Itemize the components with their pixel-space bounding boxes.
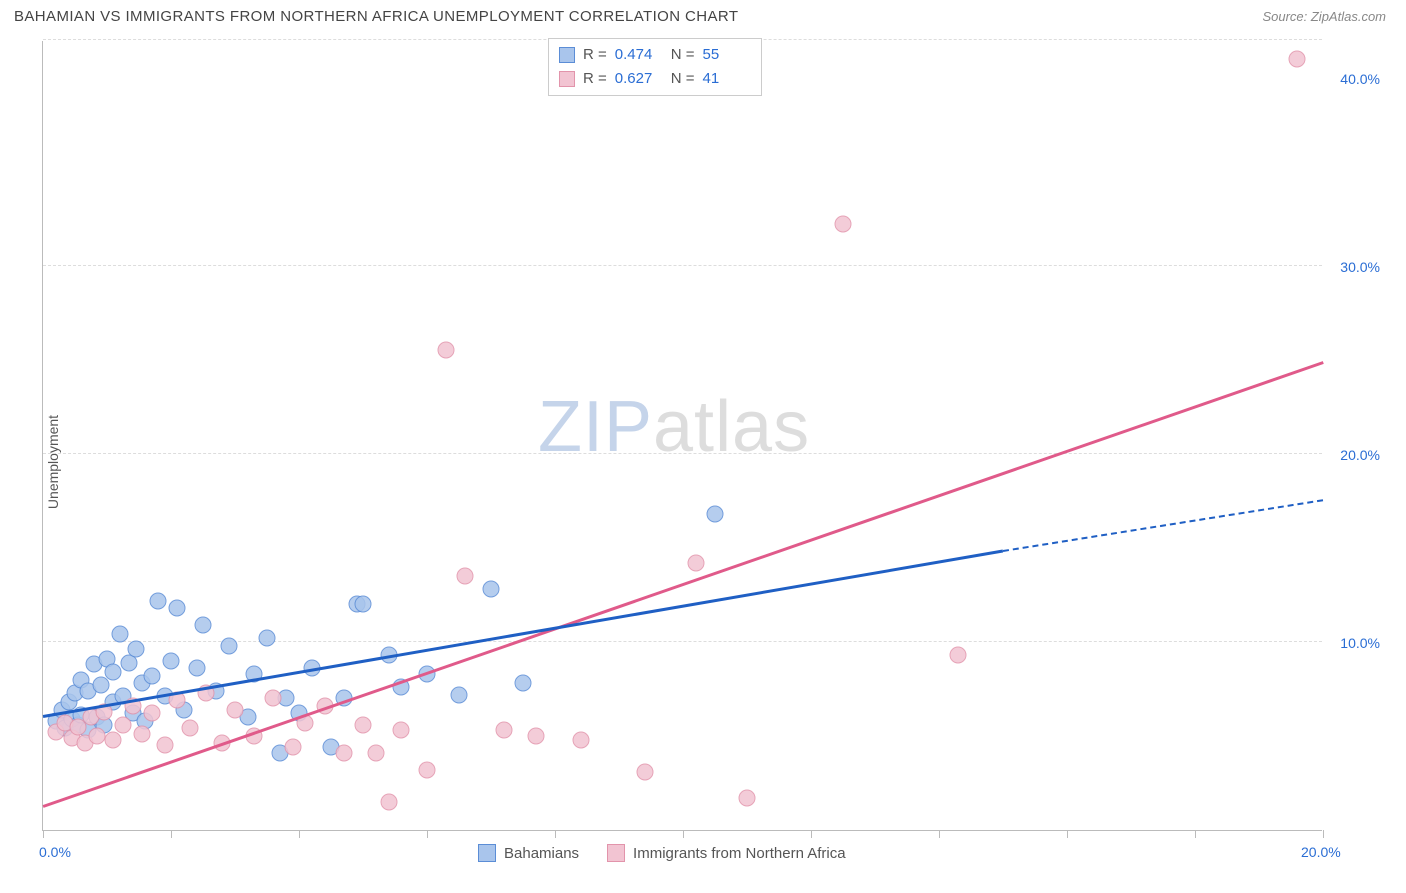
x-tick <box>1067 830 1068 838</box>
scatter-point <box>143 705 160 722</box>
scatter-point <box>739 790 756 807</box>
scatter-point <box>483 581 500 598</box>
legend-swatch <box>607 844 625 862</box>
x-tick <box>683 830 684 838</box>
x-tick-label: 20.0% <box>1301 844 1341 860</box>
r-value: 0.474 <box>615 43 663 67</box>
scatter-point <box>156 737 173 754</box>
watermark-zip: ZIP <box>538 387 653 467</box>
scatter-point <box>367 744 384 761</box>
plot-region: ZIPatlas 10.0%20.0%30.0%40.0%0.0%20.0%R … <box>42 41 1322 831</box>
scatter-point <box>495 722 512 739</box>
scatter-point <box>355 716 372 733</box>
scatter-point <box>1289 50 1306 67</box>
x-tick <box>939 830 940 838</box>
y-tick-label: 40.0% <box>1340 71 1380 87</box>
n-value: 41 <box>703 67 751 91</box>
x-tick <box>299 830 300 838</box>
n-value: 55 <box>703 43 751 67</box>
x-tick <box>811 830 812 838</box>
gridline <box>43 265 1322 266</box>
watermark: ZIPatlas <box>538 386 810 468</box>
scatter-point <box>163 652 180 669</box>
scatter-point <box>134 726 151 743</box>
x-tick <box>555 830 556 838</box>
legend-item: Bahamians <box>478 844 579 862</box>
scatter-point <box>92 677 109 694</box>
scatter-point <box>438 342 455 359</box>
legend-swatch <box>559 47 575 63</box>
trend-line <box>43 361 1324 807</box>
r-label: R = <box>583 67 607 91</box>
scatter-point <box>188 660 205 677</box>
trend-line <box>1003 499 1323 552</box>
scatter-point <box>451 686 468 703</box>
scatter-point <box>111 626 128 643</box>
scatter-point <box>515 675 532 692</box>
x-tick <box>171 830 172 838</box>
x-tick-label: 0.0% <box>39 844 71 860</box>
watermark-atlas: atlas <box>653 387 810 467</box>
scatter-point <box>182 720 199 737</box>
scatter-point <box>707 506 724 523</box>
legend-swatch <box>559 71 575 87</box>
scatter-point <box>835 216 852 233</box>
scatter-point <box>105 664 122 681</box>
y-tick-label: 30.0% <box>1340 259 1380 275</box>
legend-label: Immigrants from Northern Africa <box>633 845 846 862</box>
scatter-point <box>265 690 282 707</box>
scatter-point <box>355 596 372 613</box>
scatter-point <box>115 716 132 733</box>
scatter-point <box>335 744 352 761</box>
scatter-point <box>636 763 653 780</box>
scatter-point <box>950 647 967 664</box>
stats-row: R = 0.474 N = 55 <box>559 43 751 67</box>
x-tick <box>1323 830 1324 838</box>
scatter-point <box>227 701 244 718</box>
scatter-point <box>457 568 474 585</box>
r-label: R = <box>583 43 607 67</box>
n-label: N = <box>671 43 695 67</box>
n-label: N = <box>671 67 695 91</box>
legend-label: Bahamians <box>504 845 579 862</box>
scatter-point <box>169 600 186 617</box>
scatter-point <box>393 722 410 739</box>
source-label: Source: ZipAtlas.com <box>1262 9 1386 24</box>
x-tick <box>43 830 44 838</box>
chart-area: Unemployment ZIPatlas 10.0%20.0%30.0%40.… <box>0 31 1406 893</box>
scatter-point <box>284 739 301 756</box>
chart-title: BAHAMIAN VS IMMIGRANTS FROM NORTHERN AFR… <box>14 8 738 25</box>
scatter-point <box>150 592 167 609</box>
gridline <box>43 453 1322 454</box>
scatter-point <box>380 793 397 810</box>
scatter-point <box>259 630 276 647</box>
scatter-point <box>220 637 237 654</box>
y-tick-label: 10.0% <box>1340 635 1380 651</box>
r-value: 0.627 <box>615 67 663 91</box>
stats-row: R = 0.627 N = 41 <box>559 67 751 91</box>
scatter-point <box>527 727 544 744</box>
stats-box: R = 0.474 N = 55 R = 0.627 N = 41 <box>548 38 762 96</box>
trend-line <box>43 549 1003 717</box>
y-tick-label: 20.0% <box>1340 447 1380 463</box>
scatter-point <box>89 727 106 744</box>
x-tick <box>427 830 428 838</box>
legend-item: Immigrants from Northern Africa <box>607 844 846 862</box>
legend-swatch <box>478 844 496 862</box>
scatter-point <box>419 761 436 778</box>
x-tick <box>1195 830 1196 838</box>
scatter-point <box>572 731 589 748</box>
scatter-point <box>143 667 160 684</box>
scatter-point <box>687 554 704 571</box>
scatter-point <box>195 616 212 633</box>
bottom-legend: Bahamians Immigrants from Northern Africa <box>478 844 846 862</box>
scatter-point <box>127 641 144 658</box>
scatter-point <box>105 731 122 748</box>
header: BAHAMIAN VS IMMIGRANTS FROM NORTHERN AFR… <box>0 0 1406 31</box>
